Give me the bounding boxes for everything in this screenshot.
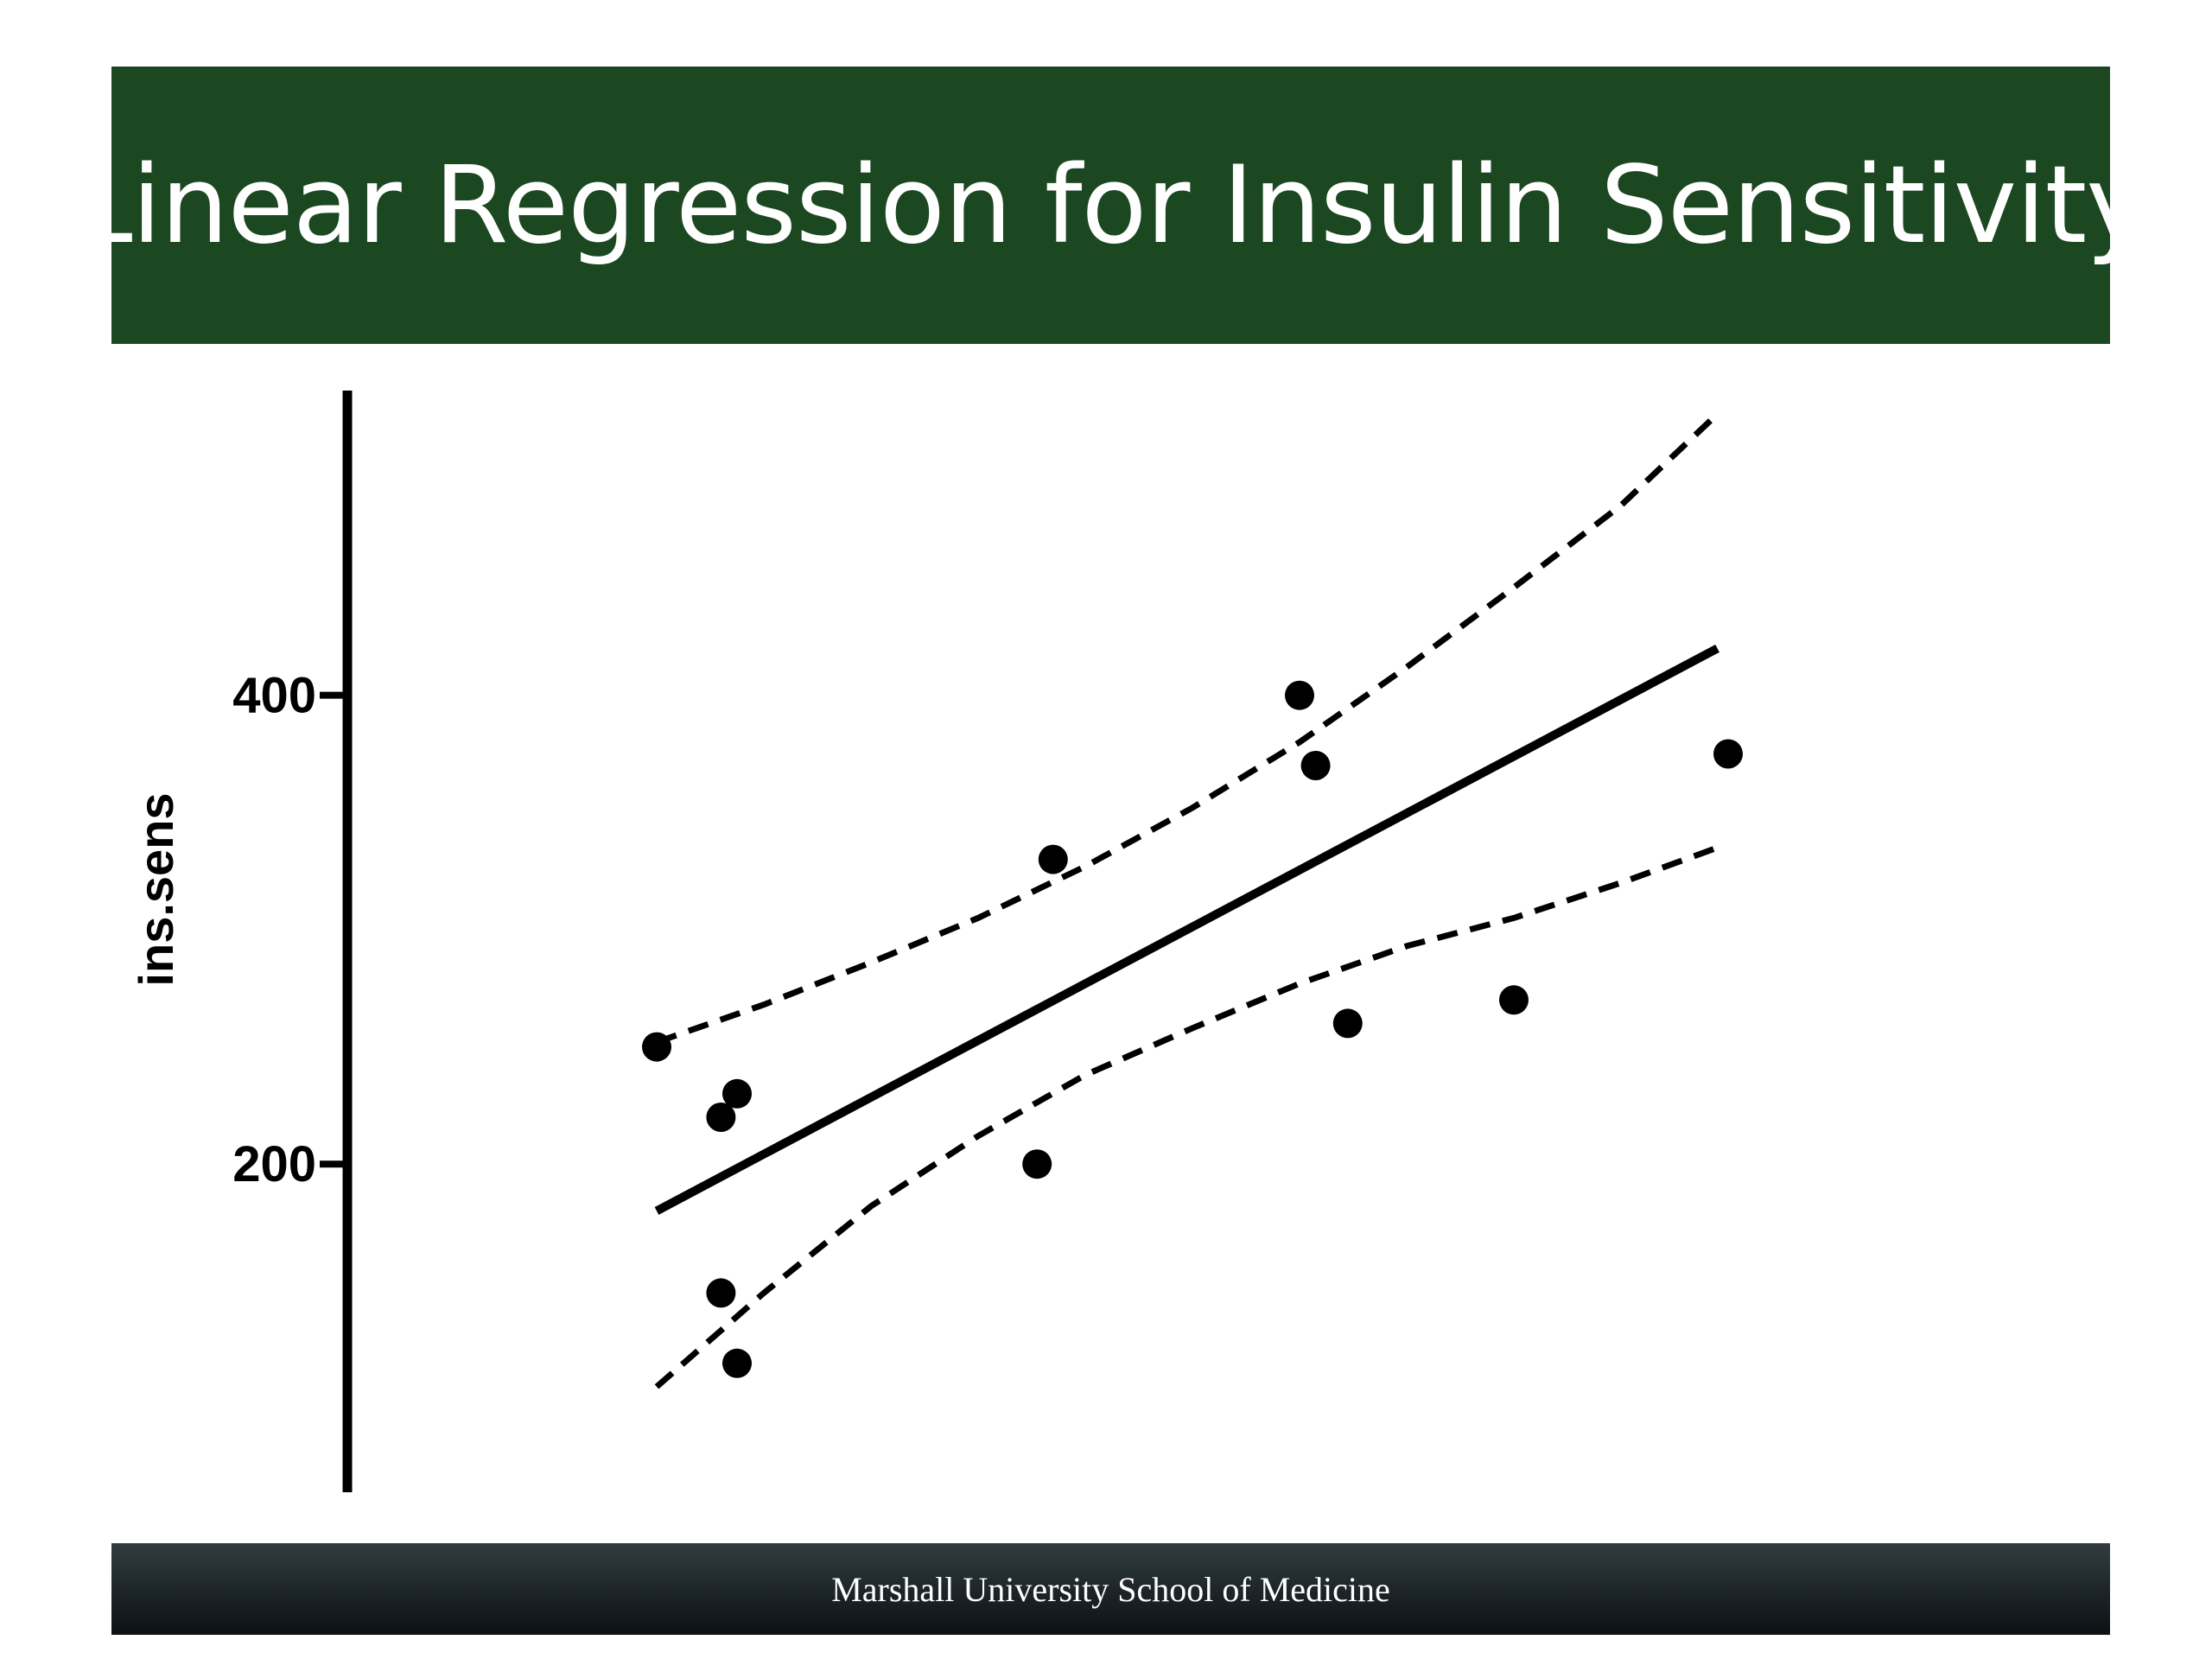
footer-text: Marshall University School of Medicine <box>831 1569 1390 1609</box>
data-point <box>1038 844 1068 874</box>
footer-bar: Marshall University School of Medicine <box>111 1543 2110 1635</box>
data-point <box>1713 739 1743 769</box>
y-axis-ticks: 200 400 <box>232 668 347 1192</box>
data-point <box>1022 1149 1052 1179</box>
data-point <box>706 1103 736 1132</box>
data-point <box>1285 680 1314 710</box>
data-point <box>722 1078 752 1109</box>
y-tick-label: 200 <box>232 1136 316 1192</box>
data-point <box>1332 1008 1363 1039</box>
confidence-band-lower <box>654 844 1719 1389</box>
regression-line <box>654 644 1719 1215</box>
data-point <box>642 1032 671 1062</box>
y-axis-label: ins.sens <box>129 792 183 986</box>
slide-title: Linear Regression for Insulin Sensitivit… <box>73 143 2149 268</box>
data-point <box>1300 751 1331 780</box>
data-point <box>722 1348 752 1378</box>
data-points <box>642 680 1743 1378</box>
y-tick-label: 400 <box>232 668 316 724</box>
confidence-band-upper <box>655 411 1720 1046</box>
data-point <box>1499 985 1529 1015</box>
data-point <box>706 1278 736 1308</box>
title-bar: Linear Regression for Insulin Sensitivit… <box>73 67 2150 344</box>
